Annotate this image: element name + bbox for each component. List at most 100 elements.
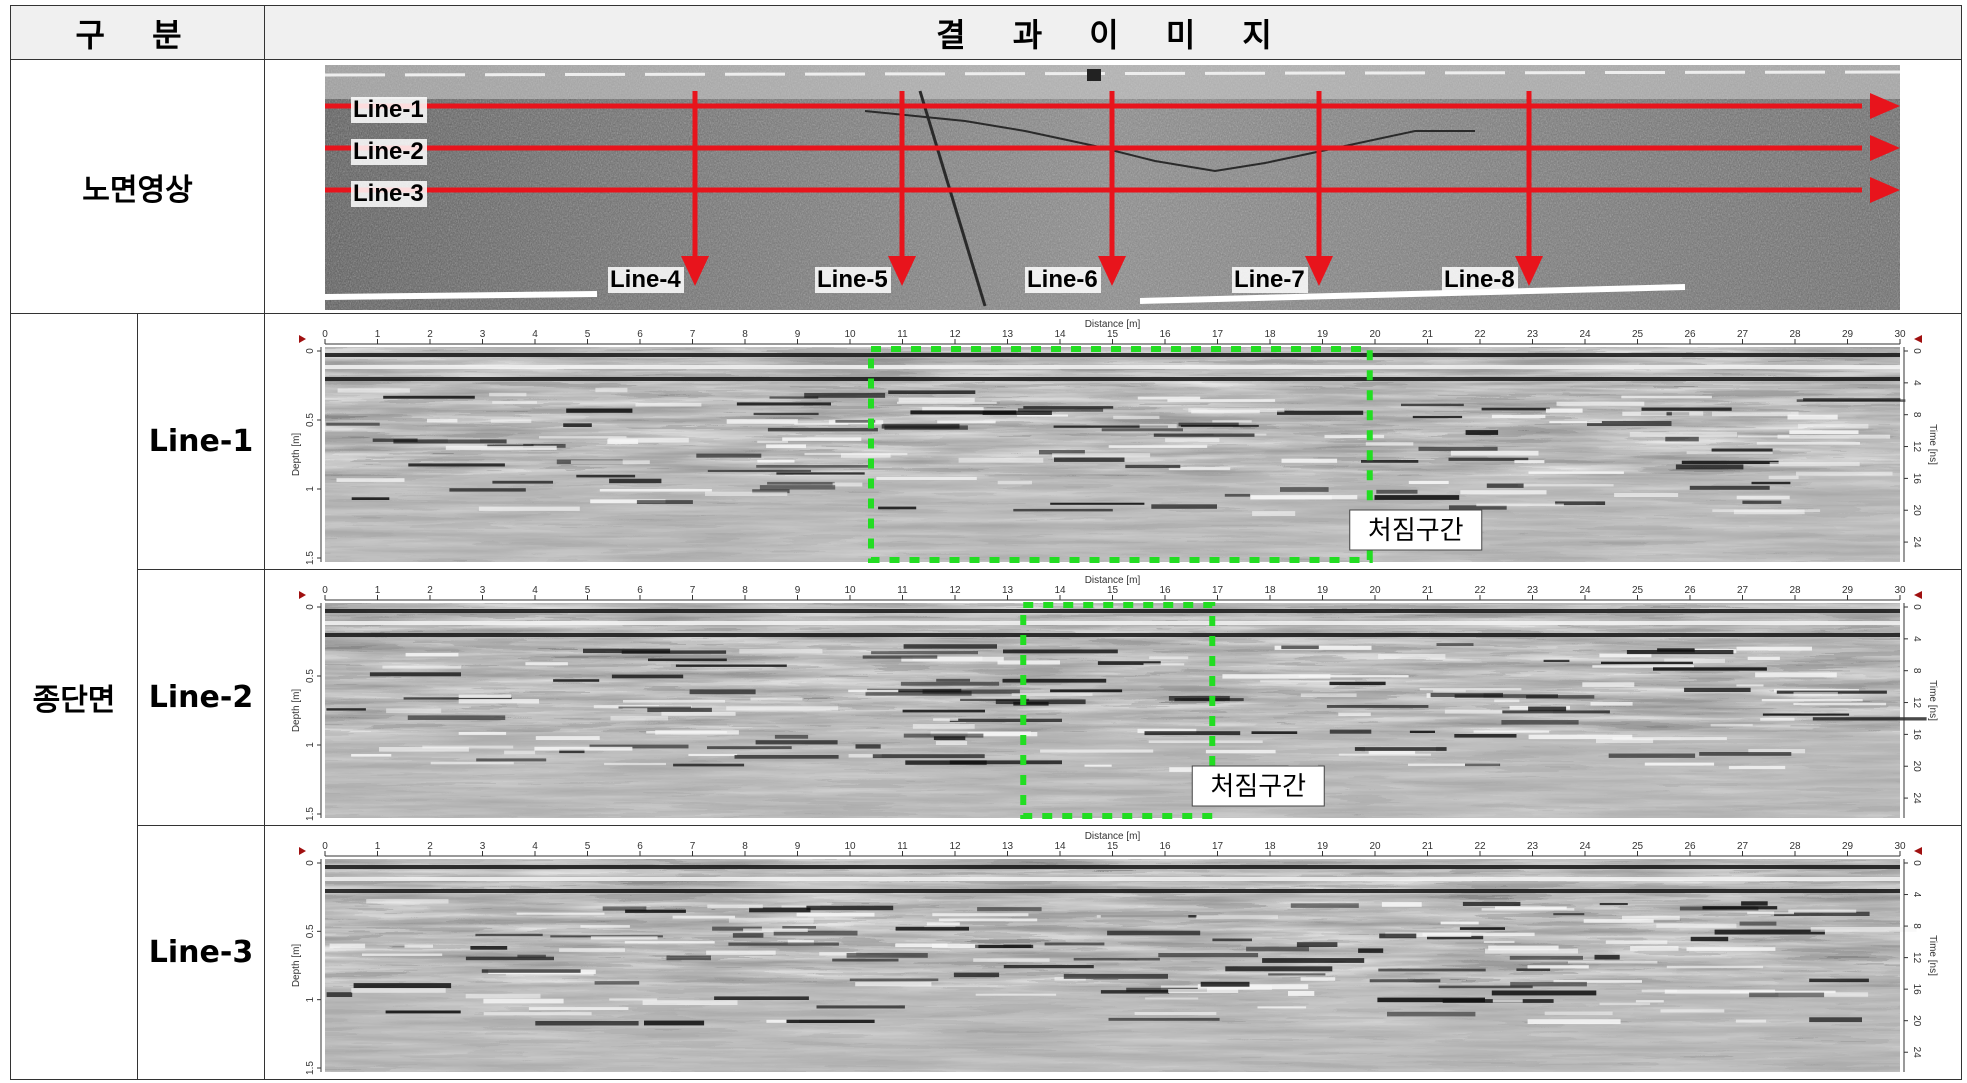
- reflection-streak: [611, 674, 684, 679]
- reflection-streak: [707, 746, 792, 750]
- reflection-streak: [478, 506, 580, 511]
- distance-tick-label: 3: [480, 329, 486, 340]
- reflection-streak: [1761, 699, 1863, 702]
- reflection-streak: [1768, 475, 1799, 480]
- reflection-streak: [1796, 471, 1893, 476]
- surface-band: [325, 353, 1900, 357]
- reflection-streak: [714, 996, 809, 1000]
- reflection-streak: [1044, 942, 1105, 946]
- time-tick-label: 4: [1911, 892, 1922, 898]
- distance-tick-label: 7: [690, 329, 696, 340]
- reflection-streak: [1224, 493, 1251, 497]
- time-tick-label: 12: [1911, 441, 1922, 453]
- distance-tick-label: 9: [795, 585, 801, 596]
- reflection-streak: [865, 690, 972, 696]
- reflection-streak: [326, 992, 353, 997]
- reflection-streak: [1527, 965, 1589, 969]
- reflection-streak: [470, 946, 508, 950]
- reflection-streak: [1476, 503, 1564, 507]
- reflection-streak: [559, 948, 625, 952]
- reflection-streak: [1762, 713, 1850, 716]
- reflection-streak: [1545, 408, 1583, 413]
- distance-tick-label: 2: [427, 329, 433, 340]
- reflection-streak: [750, 697, 803, 701]
- distance-tick-label: 18: [1264, 841, 1276, 852]
- reflection-streak: [1483, 940, 1515, 943]
- reflection-streak: [326, 708, 366, 711]
- reflection-streak: [756, 465, 872, 468]
- distance-tick-label: 10: [844, 585, 856, 596]
- reflection-streak: [427, 418, 458, 423]
- reflection-streak: [351, 497, 390, 500]
- distance-tick-label: 22: [1474, 585, 1486, 596]
- reflection-streak: [903, 733, 984, 738]
- distance-tick-label: 29: [1842, 841, 1854, 852]
- depth-tick-label: 0: [305, 604, 316, 610]
- reflection-streak: [1408, 480, 1449, 484]
- reflection-streak: [1290, 903, 1359, 908]
- reflection-streak: [516, 912, 605, 915]
- distance-tick-label: 2: [427, 841, 433, 852]
- distance-tick-label: 4: [532, 841, 538, 852]
- reflection-streak: [483, 998, 564, 1004]
- reflection-streak: [1300, 693, 1357, 697]
- reflection-streak: [1641, 407, 1732, 411]
- reflection-streak: [1711, 448, 1773, 452]
- reflection-streak: [481, 969, 581, 973]
- reflection-streak: [1298, 675, 1409, 678]
- arrowhead-line-3: [1870, 177, 1900, 203]
- reflection-streak: [782, 437, 862, 441]
- reflection-streak: [1280, 487, 1329, 492]
- reflection-streak: [1690, 936, 1729, 942]
- reflection-streak: [1760, 718, 1795, 721]
- distance-tick-label: 23: [1527, 841, 1539, 852]
- reflection-streak: [1777, 434, 1891, 439]
- reflection-streak: [624, 941, 715, 944]
- reflection-streak: [846, 953, 928, 958]
- reflection-streak: [1517, 484, 1614, 487]
- reflection-streak: [705, 491, 788, 496]
- reflection-streak: [404, 944, 433, 948]
- reflection-streak: [1358, 948, 1384, 953]
- reflection-streak: [337, 388, 410, 393]
- reflection-streak: [566, 408, 633, 413]
- reflection-streak: [1528, 734, 1633, 740]
- reflection-streak: [661, 711, 736, 716]
- distance-tick-label: 15: [1107, 585, 1119, 596]
- reflection-streak: [1003, 965, 1094, 969]
- reflection-streak: [1374, 495, 1460, 500]
- reflection-streak: [1553, 980, 1642, 983]
- reflection-streak: [753, 412, 819, 416]
- reflection-streak: [855, 744, 881, 749]
- road-image-cell: Line-1 Line-2 Line-3 Line-4 Line-5 Line-6 Line…: [264, 59, 1962, 314]
- reflection-streak: [1491, 414, 1546, 419]
- distance-tick-label: 10: [844, 329, 856, 340]
- reflection-streak: [895, 943, 948, 948]
- reflection-streak: [1151, 504, 1217, 509]
- reflection-streak: [876, 476, 977, 480]
- reflection-streak: [1679, 906, 1759, 911]
- reflection-streak: [1050, 689, 1123, 693]
- reflection-streak: [855, 982, 932, 987]
- reflection-streak: [794, 422, 849, 425]
- reflection-streak: [781, 905, 821, 908]
- distance-tick-label: 17: [1212, 585, 1224, 596]
- reflection-streak: [1137, 396, 1201, 400]
- depth-tick-label: 0.5: [305, 924, 316, 938]
- settlement-zone-label: 처짐구간: [1210, 772, 1306, 802]
- label-line-6: Line-6: [1027, 266, 1098, 293]
- reflection-streak: [1260, 680, 1356, 683]
- reflection-streak: [995, 699, 1086, 705]
- reflection-streak: [1212, 420, 1252, 423]
- reflection-streak: [351, 988, 446, 993]
- reflection-streak: [1268, 973, 1326, 976]
- reflection-streak: [1003, 649, 1118, 654]
- reflection-streak: [1549, 421, 1602, 424]
- reflection-streak: [912, 724, 975, 729]
- surface-band: [325, 609, 1900, 613]
- distance-tick-label: 28: [1789, 841, 1801, 852]
- reflection-streak: [1630, 946, 1679, 951]
- reflection-streak: [476, 758, 547, 762]
- reflection-streak: [1608, 753, 1696, 758]
- reflection-streak: [1329, 681, 1386, 686]
